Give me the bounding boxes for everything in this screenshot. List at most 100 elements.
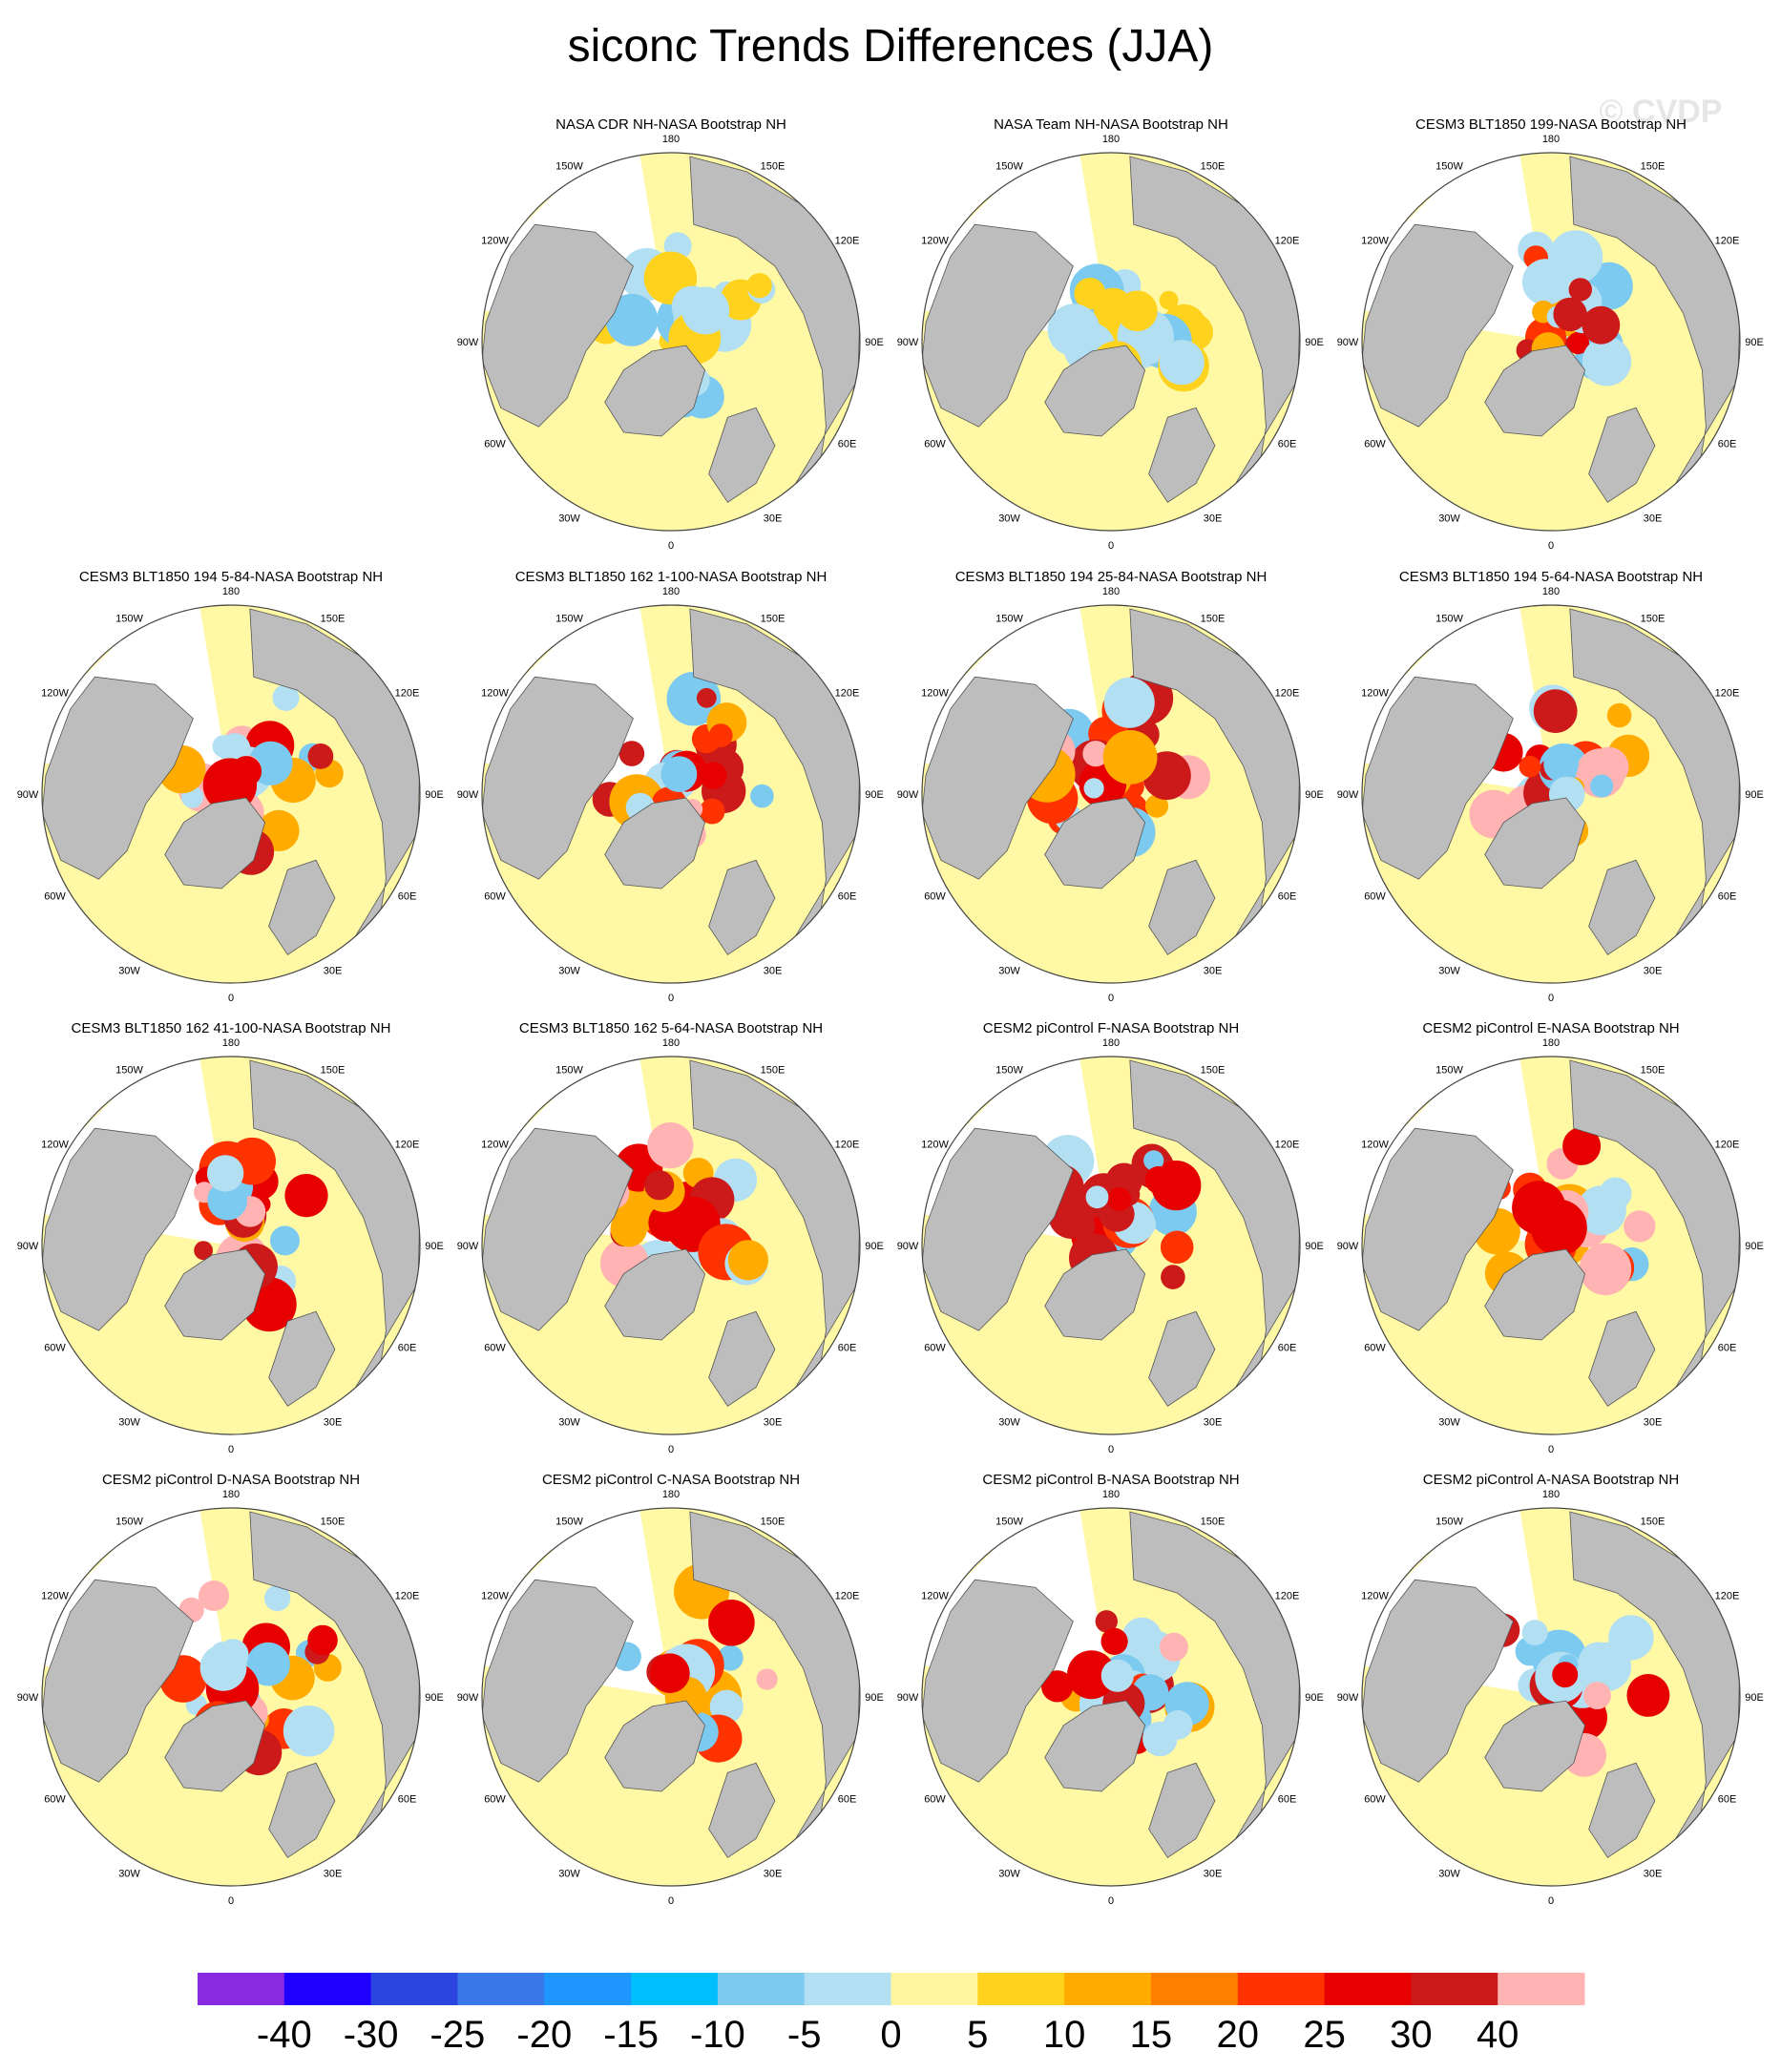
longitude-label: 30E xyxy=(1204,966,1223,977)
anomaly-cell xyxy=(246,1642,290,1686)
longitude-label: 30W xyxy=(998,1869,1020,1880)
longitude-label: 30E xyxy=(1644,1869,1663,1880)
longitude-label: 150E xyxy=(761,614,786,625)
longitude-label: 30E xyxy=(1644,966,1663,977)
longitude-label: 150W xyxy=(1435,614,1463,625)
longitude-label: 60W xyxy=(484,1794,506,1806)
longitude-label: 90E xyxy=(865,1241,884,1252)
colorbar-label: 15 xyxy=(1130,2014,1173,2056)
land-mass xyxy=(1484,1248,1586,1341)
anomaly-cell xyxy=(1582,1642,1632,1691)
panel-title: CESM2 piControl E-NASA Bootstrap NH xyxy=(1422,1020,1679,1036)
longitude-label: 60E xyxy=(1718,1343,1737,1354)
land-mass xyxy=(1588,1762,1656,1858)
panel-title: NASA Team NH-NASA Bootstrap NH xyxy=(994,116,1228,133)
longitude-label: 60E xyxy=(838,1794,857,1806)
longitude-label: 180 xyxy=(662,1037,680,1049)
longitude-label: 30W xyxy=(1438,1417,1460,1429)
anomaly-cell xyxy=(660,756,698,792)
anomaly-cell xyxy=(1143,1150,1164,1171)
anomaly-cell xyxy=(1606,702,1632,728)
longitude-label: 120W xyxy=(1361,1591,1389,1602)
longitude-label: 180 xyxy=(662,1489,680,1500)
anomaly-cell xyxy=(650,1653,690,1693)
longitude-label: 60E xyxy=(398,1343,417,1354)
anomaly-cell xyxy=(750,784,774,808)
land-mass xyxy=(1588,1310,1656,1407)
longitude-label: 120W xyxy=(921,688,949,700)
anomaly-cell xyxy=(1579,1243,1632,1296)
anomaly-cell xyxy=(1107,1187,1132,1211)
longitude-label: 180 xyxy=(1102,586,1120,597)
anomaly-cell xyxy=(1085,1185,1109,1209)
map-boundary xyxy=(1361,1507,1741,1887)
anomaly-cell xyxy=(1159,340,1205,386)
anomaly-cell xyxy=(1512,1181,1566,1235)
longitude-label: 60E xyxy=(1278,439,1297,450)
land-mass xyxy=(1588,407,1656,503)
longitude-label: 0 xyxy=(1548,1444,1554,1455)
longitude-label: 120E xyxy=(835,1591,860,1602)
anomaly-cell xyxy=(1161,1265,1185,1289)
anomaly-cell xyxy=(270,1225,300,1256)
longitude-label: 180 xyxy=(1102,134,1120,145)
map-panel: CESM3 BLT1850 194 5-64-NASA Bootstrap NH… xyxy=(1337,569,1764,1004)
colorbar-box xyxy=(717,1973,806,2005)
map-boundary xyxy=(481,152,861,532)
longitude-label: 30W xyxy=(558,1869,580,1880)
anomaly-cell xyxy=(1095,1610,1119,1633)
longitude-label: 60W xyxy=(44,891,66,903)
anomaly-cell xyxy=(1117,290,1158,332)
land-mass xyxy=(268,859,336,955)
land-mass xyxy=(1148,407,1216,503)
longitude-label: 30W xyxy=(1438,1869,1460,1880)
anomaly-cell xyxy=(230,756,262,787)
anomaly-cell xyxy=(644,1170,675,1201)
colorbar-label: -20 xyxy=(516,2014,572,2056)
land-mass xyxy=(1362,223,1514,428)
longitude-label: 0 xyxy=(228,1444,234,1455)
map-boundary xyxy=(921,604,1301,984)
longitude-label: 150E xyxy=(321,1065,346,1077)
land-mass xyxy=(1484,1700,1586,1792)
land-mass xyxy=(1044,1700,1146,1792)
land-mass xyxy=(482,676,634,880)
longitude-label: 150E xyxy=(1201,1517,1226,1528)
map-boundary xyxy=(921,152,1301,532)
longitude-label: 90W xyxy=(17,789,39,801)
longitude-label: 30W xyxy=(118,966,140,977)
anomaly-cell xyxy=(727,1240,769,1281)
watermark: © CVDP xyxy=(1600,94,1723,130)
anomaly-cell xyxy=(1521,259,1569,305)
anomaly-cell xyxy=(1142,1721,1178,1757)
panel-title: CESM3 BLT1850 194 25-84-NASA Bootstrap N… xyxy=(955,569,1268,585)
longitude-label: 120W xyxy=(41,688,69,700)
longitude-label: 90W xyxy=(457,789,479,801)
anomaly-cell xyxy=(696,687,717,708)
land-mass xyxy=(1044,345,1146,437)
longitude-label: 0 xyxy=(1108,1444,1114,1455)
longitude-label: 0 xyxy=(668,993,674,1004)
anomaly-cell xyxy=(1144,1165,1173,1194)
anomaly-cell xyxy=(1582,305,1621,345)
colorbar-box xyxy=(977,1973,1065,2005)
anomaly-cell xyxy=(1566,331,1590,355)
colorbar-label: -10 xyxy=(690,2014,745,2056)
longitude-label: 60E xyxy=(398,891,417,903)
anomaly-cell xyxy=(746,273,772,299)
longitude-label: 180 xyxy=(222,1489,240,1500)
longitude-label: 120E xyxy=(1275,236,1300,247)
panel-title: CESM3 BLT1850 162 1-100-NASA Bootstrap N… xyxy=(515,569,828,585)
longitude-label: 120W xyxy=(481,1140,509,1151)
anomaly-cell xyxy=(1100,1627,1128,1655)
longitude-label: 90W xyxy=(17,1692,39,1704)
longitude-label: 150E xyxy=(1641,614,1666,625)
anomaly-cell xyxy=(1543,746,1579,783)
map-boundary xyxy=(481,1056,861,1435)
land-mass xyxy=(708,1762,776,1858)
land-mass xyxy=(922,1579,1074,1783)
longitude-label: 30E xyxy=(1644,1417,1663,1429)
longitude-label: 120W xyxy=(481,236,509,247)
